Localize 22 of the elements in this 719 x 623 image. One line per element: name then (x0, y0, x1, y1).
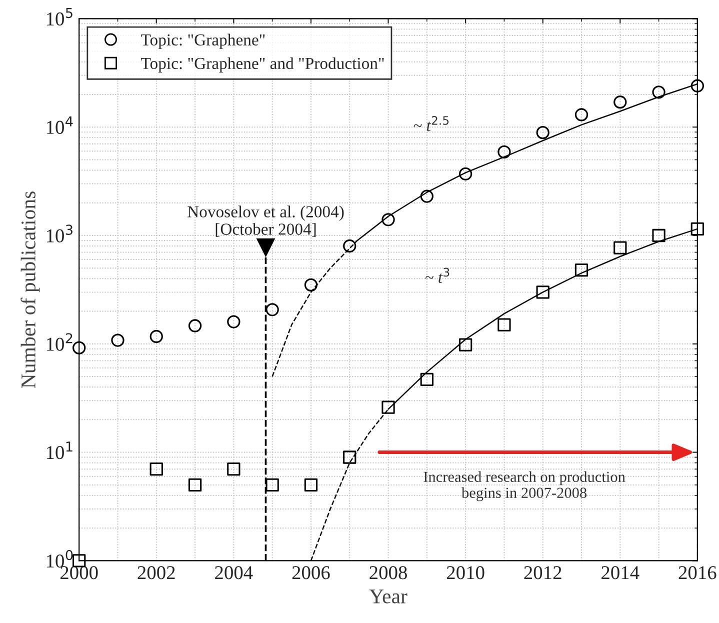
annotation: ~ t$^{2.5}$ (414, 116, 449, 132)
x-tick-label: 2014 (602, 566, 640, 580)
x-tick-label: 2002 (138, 566, 175, 580)
y-tick-label: 10$^{4}$ (46, 116, 73, 134)
x-tick-label: 2010 (446, 566, 484, 580)
annotation: ~ t$^{3}$ (425, 268, 450, 284)
x-tick-label: 2006 (292, 566, 330, 580)
x-axis-title: Year (369, 590, 408, 604)
y-tick-label: 10$^{3}$ (46, 224, 72, 242)
y-axis-title: Number of publications (20, 192, 40, 388)
legend-label: Topic: "Graphene" and "Production" (141, 57, 384, 72)
x-tick-label: 2012 (524, 566, 562, 580)
y-tick-label: 10$^{2}$ (46, 333, 72, 351)
ref-line-label: Novoselov et al. (2004) [October 2004] (188, 206, 344, 237)
x-tick-label: 2008 (370, 566, 407, 580)
y-tick-label: 10$^{5}$ (46, 8, 72, 26)
x-tick-label: 2000 (60, 566, 98, 580)
x-tick-label: 2004 (215, 566, 253, 580)
legend-label: Topic: "Graphene" (141, 34, 265, 49)
annotation: Increased research on production begins in 2007-2008 (424, 471, 626, 502)
x-tick-label: 2016 (678, 566, 716, 580)
y-tick-label: 10$^{1}$ (46, 442, 72, 460)
